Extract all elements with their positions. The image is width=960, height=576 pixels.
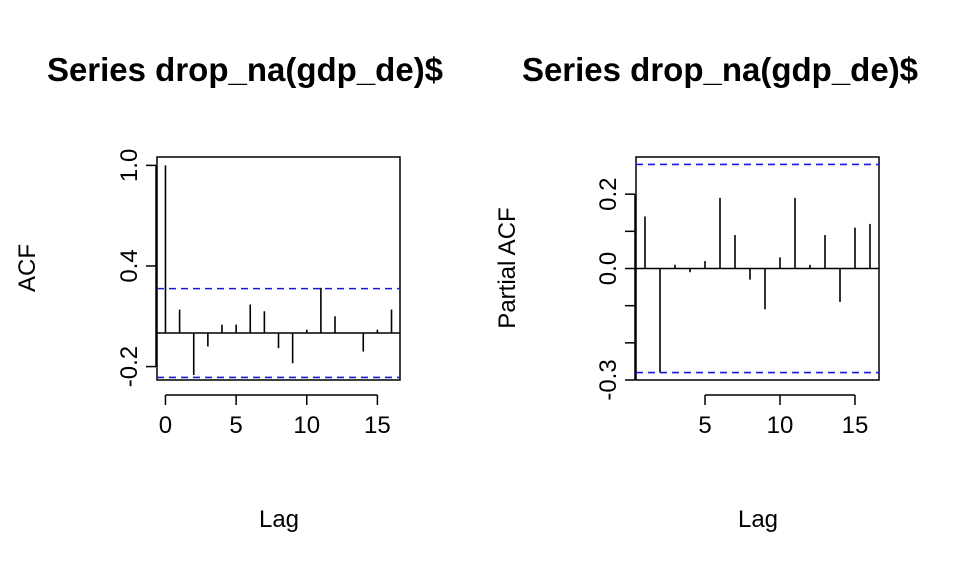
pacf-x-tick-label: 5	[698, 412, 711, 439]
pacf-x-tick-label: 15	[842, 412, 869, 439]
pacf-x-label: Lag	[738, 506, 778, 533]
acf-x-tick-label: 0	[159, 412, 172, 439]
acf-plot-frame	[156, 156, 401, 381]
acf-y-tick-label: 0.4	[116, 249, 143, 282]
acf-title: Series drop_na(gdp_de)$	[47, 51, 443, 88]
pacf-panel: Series drop_na(gdp_de)$ Lag Partial ACF …	[494, 51, 918, 533]
acf-x-tick-label: 10	[293, 412, 320, 439]
pacf-y-tick-label: 0.2	[595, 177, 622, 210]
acf-y-label: ACF	[14, 244, 41, 292]
pacf-x-tick-label: 10	[767, 412, 794, 439]
acf-x-label: Lag	[259, 506, 299, 533]
acf-panel: Series drop_na(gdp_de)$ Lag ACF 0 5 10 15 -0…	[14, 51, 443, 533]
pacf-y-tick-label: -0.3	[595, 359, 622, 400]
acf-y-tick-label: 1.0	[116, 149, 143, 182]
acf-x-tick-label: 5	[229, 412, 242, 439]
pacf-title: Series drop_na(gdp_de)$	[522, 51, 918, 88]
pacf-y-label: Partial ACF	[494, 207, 521, 328]
acf-y-tick-label: -0.2	[116, 346, 143, 387]
acf-x-tick-label: 15	[364, 412, 391, 439]
pacf-y-tick-label: 0.0	[595, 252, 622, 285]
